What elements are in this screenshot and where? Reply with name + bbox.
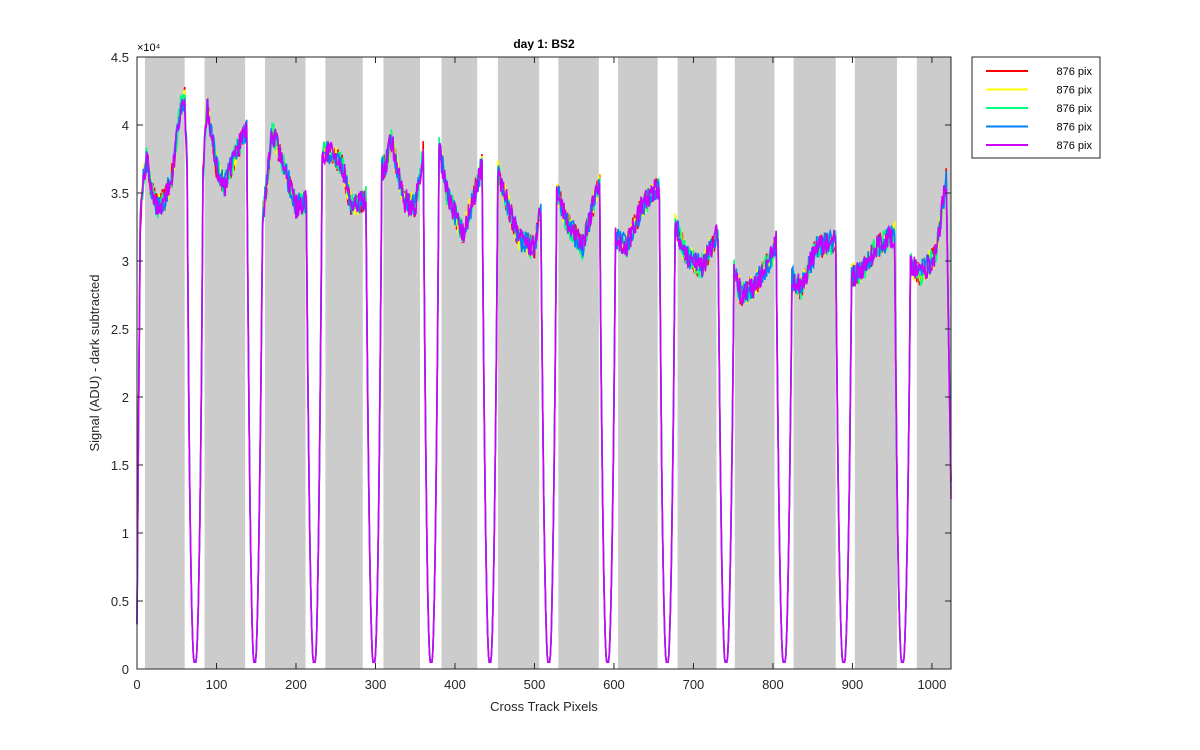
y-axis-exponent: ×10⁴	[137, 42, 161, 54]
legend-entry: 876 pix	[1057, 122, 1093, 134]
shaded-band	[916, 57, 951, 669]
series-lines	[136, 86, 952, 663]
legend: 876 pix 876 pix 876 pix 876 pix 876 pix	[971, 56, 1101, 159]
x-tick-label: 800	[762, 677, 784, 692]
series-line	[136, 98, 952, 663]
x-tick-label: 0	[133, 677, 140, 692]
axes-box	[136, 56, 952, 670]
shaded-bands	[144, 57, 951, 669]
shaded-band	[144, 57, 185, 669]
y-tick-label: 2.5	[111, 322, 129, 337]
legend-entry: 876 pix	[1057, 140, 1093, 152]
y-axis-label: Signal (ADU) - dark subtracted	[87, 274, 102, 451]
x-tick-label: 300	[365, 677, 387, 692]
x-tick-label: 500	[524, 677, 546, 692]
chart-title: day 1: BS2	[513, 37, 575, 51]
shaded-band	[677, 57, 717, 669]
x-tick-label: 900	[842, 677, 864, 692]
legend-entry: 876 pix	[1057, 85, 1093, 97]
shaded-band	[617, 57, 658, 669]
shaded-band	[497, 57, 540, 669]
shaded-band	[734, 57, 775, 669]
legend-entry: 876 pix	[1057, 66, 1093, 78]
x-tick-label: 100	[206, 677, 228, 692]
x-tick-label: 1000	[917, 677, 946, 692]
x-tick-label: 200	[285, 677, 307, 692]
y-tick-label: 0.5	[111, 594, 129, 609]
y-tick-label: 0	[122, 662, 129, 677]
y-tick-label: 4.5	[111, 50, 129, 65]
shaded-band	[558, 57, 599, 669]
x-tick-label: 400	[444, 677, 466, 692]
x-tick-label: 600	[603, 677, 625, 692]
x-axis-label: Cross Track Pixels	[490, 699, 598, 714]
x-axis-ticks: 0 100 200 300 400 500 600 700 800 900 1000	[133, 57, 946, 692]
y-tick-label: 1.5	[111, 458, 129, 473]
shaded-band	[264, 57, 306, 669]
y-axis-ticks: 0 0.5 1 1.5 2 2.5 3 3.5 4 4.5	[111, 50, 951, 677]
y-tick-label: 4	[122, 118, 129, 133]
shaded-band	[441, 57, 478, 669]
y-tick-label: 2	[122, 390, 129, 405]
y-tick-label: 3	[122, 254, 129, 269]
y-tick-label: 3.5	[111, 186, 129, 201]
legend-entry: 876 pix	[1057, 103, 1093, 115]
y-tick-label: 1	[122, 526, 129, 541]
shaded-band	[204, 57, 246, 669]
x-tick-label: 700	[683, 677, 705, 692]
shaded-band	[793, 57, 836, 669]
shaded-band	[854, 57, 897, 669]
